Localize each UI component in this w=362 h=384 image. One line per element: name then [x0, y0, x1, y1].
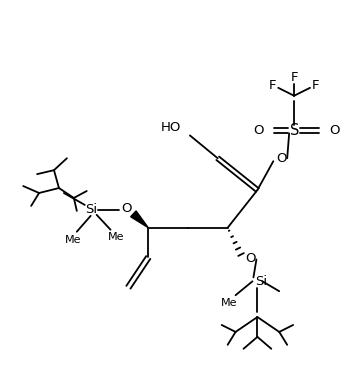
Text: S: S	[290, 123, 300, 138]
Text: F: F	[312, 79, 320, 92]
Text: HO: HO	[161, 121, 181, 134]
Text: F: F	[290, 71, 298, 84]
Text: O: O	[329, 124, 340, 137]
Text: Me: Me	[108, 232, 125, 242]
Text: Si: Si	[85, 204, 97, 216]
Text: Si: Si	[255, 275, 268, 288]
Text: O: O	[253, 124, 264, 137]
Text: F: F	[269, 79, 276, 92]
Polygon shape	[131, 211, 148, 228]
Text: Me: Me	[64, 235, 81, 245]
Text: O: O	[245, 252, 256, 265]
Text: O: O	[121, 202, 132, 215]
Text: O: O	[276, 152, 286, 165]
Text: Me: Me	[222, 298, 238, 308]
